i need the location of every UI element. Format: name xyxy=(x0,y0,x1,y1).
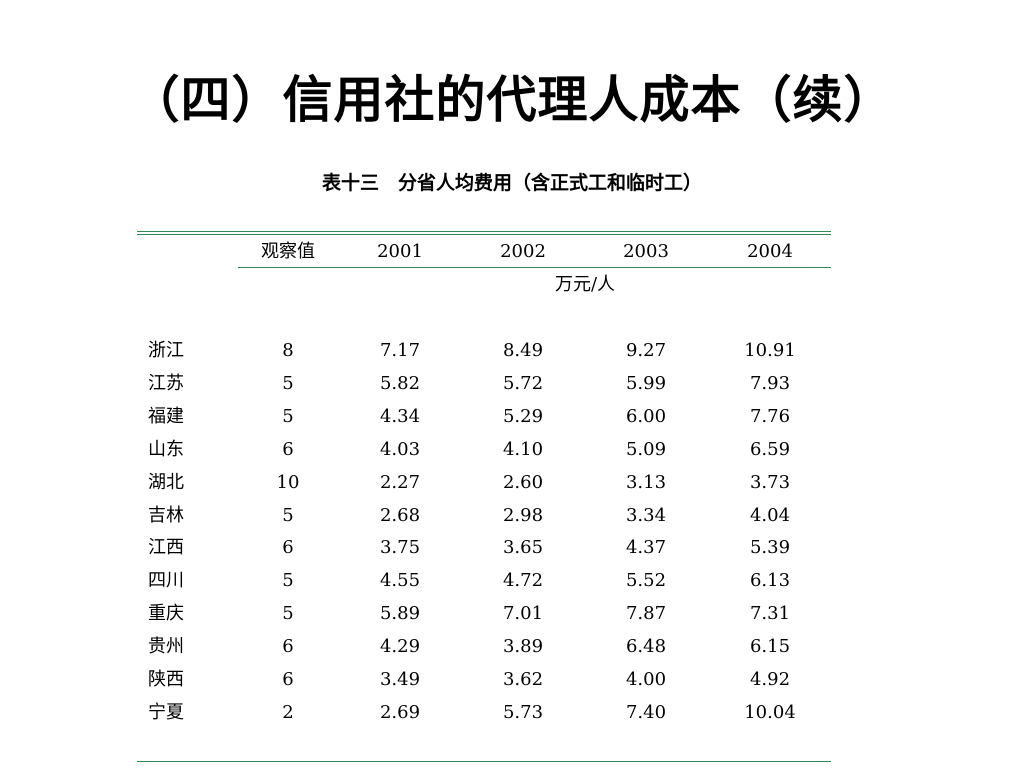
unit-label: 万元/人 xyxy=(554,274,616,295)
value-2001-cell: 5.82 xyxy=(379,373,421,394)
value-2002-cell: 3.65 xyxy=(502,537,544,558)
observations-cell: 5 xyxy=(282,373,294,394)
value-2001-cell: 3.49 xyxy=(379,669,421,690)
value-2004-cell: 10.04 xyxy=(744,702,796,723)
table-bottom-rule xyxy=(137,761,831,762)
observations-cell: 5 xyxy=(282,603,294,624)
value-2004-cell: 10.91 xyxy=(744,340,796,361)
value-2004-cell: 6.59 xyxy=(749,439,791,460)
province-cell: 山东 xyxy=(148,439,184,460)
value-2003-cell: 5.99 xyxy=(625,373,667,394)
value-2004-cell: 6.13 xyxy=(749,570,791,591)
value-2002-cell: 4.72 xyxy=(502,570,544,591)
header-2002: 2002 xyxy=(500,241,546,262)
observations-cell: 5 xyxy=(282,406,294,427)
value-2003-cell: 9.27 xyxy=(625,340,667,361)
observations-cell: 6 xyxy=(282,439,294,460)
value-2001-cell: 5.89 xyxy=(379,603,421,624)
value-2003-cell: 5.52 xyxy=(625,570,667,591)
province-cell: 浙江 xyxy=(148,340,184,361)
value-2002-cell: 7.01 xyxy=(502,603,544,624)
table-caption: 表十三 分省人均费用（含正式工和临时工） xyxy=(322,172,703,194)
province-cell: 宁夏 xyxy=(148,702,184,723)
province-cell: 江苏 xyxy=(148,373,184,394)
observations-cell: 6 xyxy=(282,636,294,657)
value-2003-cell: 6.48 xyxy=(625,636,667,657)
header-2003: 2003 xyxy=(623,241,669,262)
value-2004-cell: 4.04 xyxy=(749,505,791,526)
province-cell: 吉林 xyxy=(148,505,184,526)
value-2002-cell: 5.29 xyxy=(502,406,544,427)
province-cell: 福建 xyxy=(148,406,184,427)
value-2004-cell: 6.15 xyxy=(749,636,791,657)
value-2003-cell: 5.09 xyxy=(625,439,667,460)
value-2003-cell: 7.87 xyxy=(625,603,667,624)
table-top-rule-inner xyxy=(137,234,831,235)
header-observations: 观察值 xyxy=(261,241,315,262)
value-2001-cell: 4.29 xyxy=(379,636,421,657)
value-2002-cell: 5.72 xyxy=(502,373,544,394)
value-2003-cell: 4.00 xyxy=(625,669,667,690)
value-2001-cell: 7.17 xyxy=(379,340,421,361)
value-2004-cell: 5.39 xyxy=(749,537,791,558)
value-2003-cell: 4.37 xyxy=(625,537,667,558)
value-2002-cell: 5.73 xyxy=(502,702,544,723)
value-2003-cell: 6.00 xyxy=(625,406,667,427)
province-cell: 贵州 xyxy=(148,636,184,657)
province-cell: 湖北 xyxy=(148,472,184,493)
value-2001-cell: 4.03 xyxy=(379,439,421,460)
value-2002-cell: 3.62 xyxy=(502,669,544,690)
value-2003-cell: 3.34 xyxy=(625,505,667,526)
value-2003-cell: 3.13 xyxy=(625,472,667,493)
slide-title: （四）信用社的代理人成本（续） xyxy=(129,71,895,129)
province-cell: 四川 xyxy=(148,570,184,591)
province-cell: 江西 xyxy=(148,537,184,558)
observations-cell: 6 xyxy=(282,669,294,690)
value-2001-cell: 4.34 xyxy=(379,406,421,427)
observations-cell: 5 xyxy=(282,570,294,591)
value-2004-cell: 3.73 xyxy=(749,472,791,493)
value-2001-cell: 2.69 xyxy=(379,702,421,723)
observations-cell: 10 xyxy=(276,472,300,493)
header-2001: 2001 xyxy=(377,241,423,262)
value-2002-cell: 4.10 xyxy=(502,439,544,460)
observations-cell: 5 xyxy=(282,505,294,526)
value-2001-cell: 3.75 xyxy=(379,537,421,558)
header-2004: 2004 xyxy=(747,241,793,262)
value-2001-cell: 4.55 xyxy=(379,570,421,591)
value-2004-cell: 7.93 xyxy=(749,373,791,394)
observations-cell: 2 xyxy=(282,702,294,723)
value-2002-cell: 2.60 xyxy=(502,472,544,493)
value-2002-cell: 8.49 xyxy=(502,340,544,361)
table-top-rule xyxy=(137,231,831,232)
value-2002-cell: 3.89 xyxy=(502,636,544,657)
value-2003-cell: 7.40 xyxy=(625,702,667,723)
province-cell: 陕西 xyxy=(148,669,184,690)
value-2001-cell: 2.68 xyxy=(379,505,421,526)
value-2004-cell: 4.92 xyxy=(749,669,791,690)
value-2004-cell: 7.76 xyxy=(749,406,791,427)
value-2002-cell: 2.98 xyxy=(502,505,544,526)
observations-cell: 8 xyxy=(282,340,294,361)
observations-cell: 6 xyxy=(282,537,294,558)
province-cell: 重庆 xyxy=(148,603,184,624)
header-underline xyxy=(238,267,831,268)
value-2001-cell: 2.27 xyxy=(379,472,421,493)
value-2004-cell: 7.31 xyxy=(749,603,791,624)
